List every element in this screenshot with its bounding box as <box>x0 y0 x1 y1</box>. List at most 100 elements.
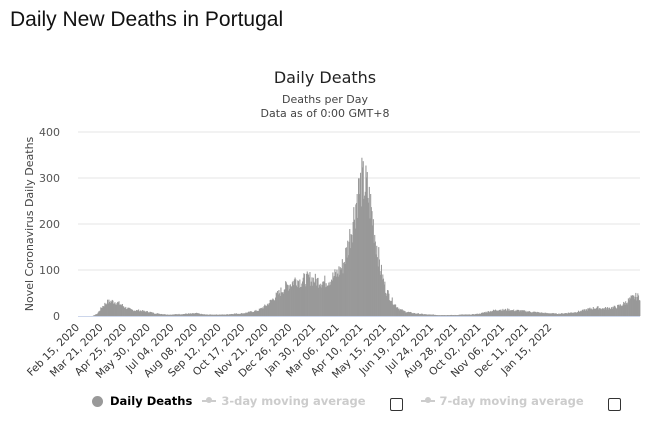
legend-3day-average[interactable]: 3-day moving average <box>202 394 366 408</box>
bar <box>399 309 401 316</box>
bar <box>94 314 96 316</box>
bar <box>235 313 237 316</box>
bar <box>115 304 117 316</box>
bar <box>399 310 401 316</box>
bar <box>544 312 546 316</box>
bar <box>490 310 492 316</box>
bar <box>340 269 342 316</box>
bar <box>222 314 224 316</box>
bar <box>504 309 506 316</box>
bar <box>625 301 627 316</box>
bar <box>248 311 250 316</box>
bar <box>305 286 307 316</box>
bar <box>538 312 540 316</box>
bar <box>512 310 514 316</box>
bar <box>467 314 470 316</box>
bar <box>308 277 310 316</box>
bar <box>480 313 482 316</box>
bar <box>193 313 195 316</box>
bar <box>273 300 275 316</box>
bar <box>567 312 569 316</box>
bar <box>121 305 123 316</box>
bar <box>586 309 588 316</box>
bar <box>319 286 321 316</box>
line-marker-icon <box>420 397 435 403</box>
bar <box>411 313 414 316</box>
bar <box>142 311 144 316</box>
bar <box>592 309 594 316</box>
bar <box>318 284 320 316</box>
bar <box>223 314 225 316</box>
bar <box>592 307 594 316</box>
bar <box>190 313 192 316</box>
bar <box>117 302 119 316</box>
bar <box>350 234 352 316</box>
bar <box>119 304 121 316</box>
bar <box>366 172 368 316</box>
bar <box>395 304 397 316</box>
bar <box>177 314 179 316</box>
bar <box>279 295 281 316</box>
bar <box>150 312 152 316</box>
line-marker-icon <box>202 397 217 403</box>
bar <box>495 310 497 316</box>
bar <box>368 202 370 316</box>
bar <box>208 314 210 316</box>
bar <box>379 271 381 316</box>
bar <box>128 307 130 316</box>
bar <box>585 309 587 316</box>
bar <box>143 310 145 316</box>
checkbox-7day-average[interactable] <box>607 397 621 411</box>
bar <box>171 314 173 316</box>
bar <box>505 308 507 316</box>
bar <box>216 314 219 316</box>
bar <box>527 311 529 316</box>
bar <box>587 308 589 316</box>
bar <box>221 314 223 316</box>
bar <box>132 311 134 316</box>
bar <box>488 311 490 316</box>
bar <box>390 300 392 316</box>
bar <box>596 306 598 316</box>
bar <box>507 310 509 316</box>
bar <box>529 311 531 316</box>
bar <box>476 313 478 316</box>
bar <box>229 314 231 316</box>
bar <box>295 285 297 316</box>
bar <box>534 311 536 316</box>
bar <box>513 309 515 316</box>
bar <box>144 311 146 316</box>
bar <box>234 313 236 316</box>
bar <box>301 283 303 316</box>
bar <box>572 312 574 316</box>
bar <box>167 314 169 316</box>
bar <box>262 307 264 316</box>
bar <box>633 295 635 316</box>
legend-daily-deaths[interactable]: Daily Deaths <box>92 394 192 408</box>
bar <box>577 310 580 316</box>
bar <box>296 287 298 316</box>
bar <box>466 314 468 316</box>
bar <box>246 312 248 316</box>
legend-7day-average[interactable]: 7-day moving average <box>420 394 584 408</box>
bar <box>362 167 364 316</box>
legend-label: 3-day moving average <box>221 394 366 408</box>
bar <box>392 304 394 316</box>
checkbox-3day-average[interactable] <box>389 397 403 411</box>
bar <box>639 300 641 316</box>
bar <box>265 306 267 316</box>
bar <box>536 311 538 316</box>
bar <box>326 285 329 316</box>
bar <box>135 310 137 316</box>
bar <box>478 314 480 316</box>
bar <box>182 314 184 316</box>
bar <box>300 286 302 316</box>
bar <box>543 313 545 316</box>
bar <box>511 310 513 316</box>
bar <box>482 312 484 316</box>
bar <box>628 300 630 316</box>
bar <box>402 311 404 316</box>
bar <box>574 312 576 316</box>
bar <box>261 308 263 316</box>
bar <box>509 310 511 316</box>
